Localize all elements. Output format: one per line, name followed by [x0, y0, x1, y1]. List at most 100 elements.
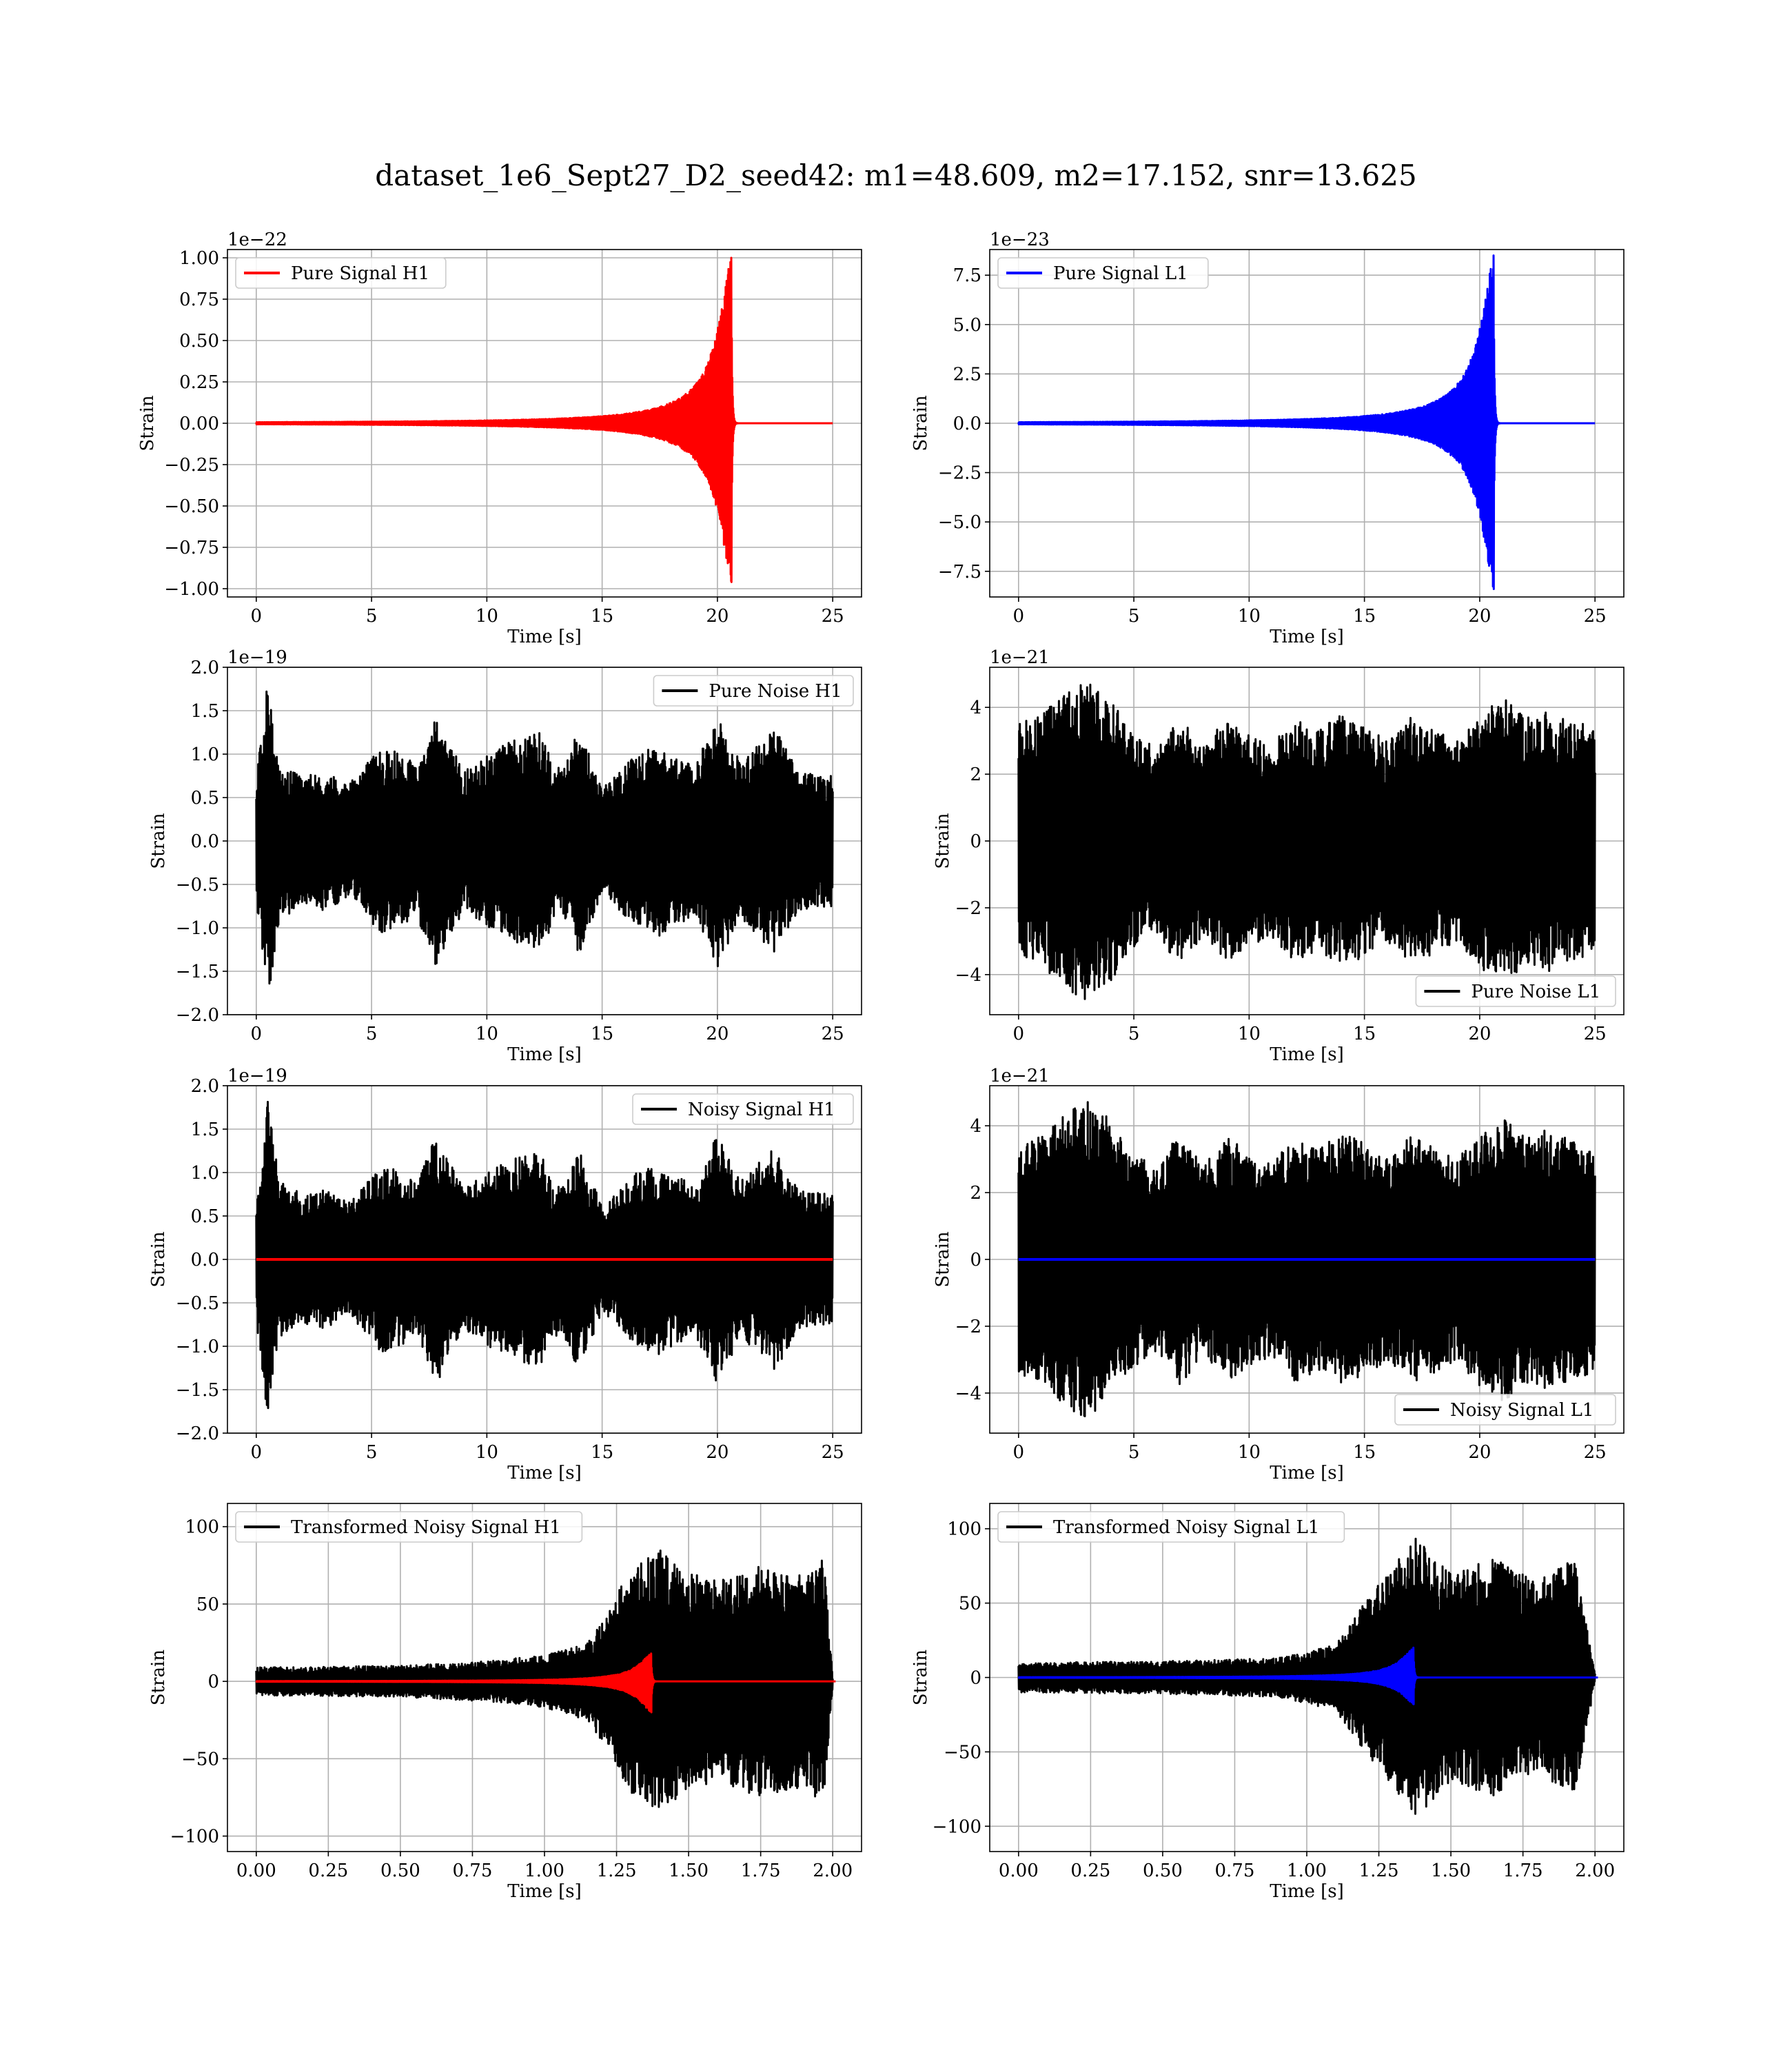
subplot-3: 0 5 10 15 20 25 2.0 1.5 1.0 0.5 0.0 −0.5 −1.0 −1.5 −2.…: [148, 647, 862, 1065]
series-line: [1017, 1101, 1596, 1417]
y-axis-label: Strain: [910, 395, 931, 452]
y-tick-label: −50: [944, 1742, 981, 1763]
x-tick-label: 20: [706, 1442, 729, 1463]
x-tick-label: 20: [1468, 606, 1491, 627]
y-tick-label: −0.5: [176, 1293, 219, 1314]
legend-box: [1415, 975, 1616, 1007]
y-tick-label: 0: [970, 1250, 981, 1270]
y-axis-label: Strain: [148, 813, 169, 869]
y-axis-label: Strain: [148, 1231, 169, 1288]
y-tick-label: 0.0: [191, 831, 219, 852]
x-tick-label: 20: [1468, 1024, 1491, 1044]
y-tick-label: 0.75: [179, 290, 219, 310]
x-tick-label: 20: [1468, 1442, 1491, 1463]
offset-text: 1e−21: [990, 647, 1050, 668]
plot-area: [1017, 254, 1596, 590]
x-tick-label: 2.00: [813, 1861, 853, 1881]
x-tick-label: 0: [1013, 1442, 1025, 1463]
x-tick-label: 10: [1238, 1442, 1261, 1463]
y-tick-label: 0: [207, 1672, 219, 1692]
subplot-8: 0.00 0.25 0.50 0.75 1.00 1.25 1.50 1.75 2.00 100 5…: [910, 1503, 1625, 1902]
x-tick-label: 1.50: [669, 1861, 709, 1881]
y-tick-label: −0.25: [164, 455, 219, 476]
offset-text: 1e−19: [227, 1066, 287, 1086]
y-tick-label: 0.0: [191, 1250, 219, 1270]
x-tick-label: 1.00: [1287, 1861, 1327, 1881]
series-line: [1017, 1537, 1596, 1815]
legend-label: Transformed Noisy Signal L1: [1053, 1517, 1319, 1538]
y-tick-label: 50: [959, 1594, 981, 1614]
y-tick-label: 2.0: [191, 1076, 219, 1097]
y-tick-label: −2.0: [176, 1005, 219, 1026]
plot-area: [255, 1101, 834, 1410]
x-tick-label: 25: [1584, 1442, 1607, 1463]
y-tick-label: 1.5: [191, 701, 219, 722]
y-tick-label: 2.5: [953, 364, 981, 385]
y-tick-label: 2: [970, 1183, 981, 1204]
subplot-5: 0 5 10 15 20 25 2.0 1.5 1.0 0.5 0.0 −0.5 −1.0 −1.5 −2.…: [148, 1066, 862, 1483]
subplot-2: 0 5 10 15 20 25 7.5 5.0 2.5 0.0 −2.5 −5.0 −7.5 Time […: [910, 230, 1625, 647]
y-tick-label: −4: [955, 1383, 981, 1404]
subplot-1: 0 5 10 15 20 25 1.00 0.75 0.50 0.25 0.00 −0.25 −0.50…: [137, 230, 862, 647]
y-tick-label: −2: [955, 898, 981, 919]
y-tick-label: −1.5: [176, 1380, 219, 1401]
y-tick-label: −4: [955, 965, 981, 986]
legend-box: [653, 675, 854, 707]
plot-area: [1017, 683, 1596, 1000]
x-tick-label: 5: [366, 1024, 378, 1044]
y-tick-label: 100: [185, 1517, 219, 1538]
y-tick-label: −100: [933, 1816, 981, 1837]
series-line: [1017, 1646, 1599, 1705]
series-line: [255, 1549, 834, 1808]
y-tick-label: −2.0: [176, 1423, 219, 1444]
legend-label: Transformed Noisy Signal H1: [291, 1517, 561, 1538]
x-tick-label: 5: [1128, 606, 1140, 627]
x-tick-label: 5: [1128, 1024, 1140, 1044]
offset-text: 1e−23: [990, 230, 1050, 250]
series-line: [255, 690, 834, 985]
y-tick-label: 1.00: [179, 248, 219, 269]
x-tick-label: 25: [1584, 1024, 1607, 1044]
y-tick-label: −100: [170, 1827, 219, 1847]
y-tick-label: 50: [196, 1594, 219, 1615]
y-axis-label: Strain: [933, 1231, 953, 1288]
legend-box: [1394, 1394, 1616, 1426]
x-axis-label: Time [s]: [507, 1881, 582, 1902]
x-tick-label: 15: [591, 1442, 613, 1463]
x-tick-label: 15: [1353, 1024, 1376, 1044]
legend-label: Noisy Signal H1: [688, 1099, 835, 1120]
y-tick-label: −5.0: [938, 512, 981, 533]
y-tick-label: −1.0: [176, 918, 219, 939]
legend-label: Pure Noise H1: [709, 681, 842, 702]
y-tick-label: 0: [970, 831, 981, 852]
y-tick-label: 7.5: [953, 265, 981, 286]
x-tick-label: 20: [706, 1024, 729, 1044]
series-line: [255, 256, 834, 583]
plot-area: [255, 256, 834, 583]
x-tick-label: 10: [476, 606, 498, 627]
x-tick-label: 0.00: [999, 1861, 1039, 1881]
x-axis-label: Time [s]: [1270, 1044, 1344, 1065]
legend-label: Noisy Signal L1: [1450, 1400, 1594, 1421]
x-tick-label: 25: [822, 1442, 844, 1463]
y-tick-label: 5.0: [953, 315, 981, 336]
y-tick-label: 0.50: [179, 331, 219, 352]
y-tick-label: 0: [970, 1668, 981, 1689]
x-tick-label: 0.25: [1070, 1861, 1110, 1881]
x-tick-label: 25: [1584, 606, 1607, 627]
y-tick-label: 4: [970, 1116, 981, 1137]
y-tick-label: −50: [181, 1749, 219, 1770]
x-tick-label: 1.75: [1503, 1861, 1543, 1881]
x-tick-label: 25: [822, 606, 844, 627]
y-tick-label: −1.5: [176, 962, 219, 982]
legend: Pure Noise L1: [1415, 975, 1616, 1007]
x-tick-label: 5: [366, 1442, 378, 1463]
x-tick-label: 0.50: [380, 1861, 420, 1881]
legend: Noisy Signal H1: [632, 1093, 854, 1125]
x-axis-label: Time [s]: [507, 627, 582, 647]
x-tick-label: 0: [251, 1442, 263, 1463]
legend-label: Pure Noise L1: [1471, 982, 1600, 1002]
legend-box: [235, 257, 447, 289]
